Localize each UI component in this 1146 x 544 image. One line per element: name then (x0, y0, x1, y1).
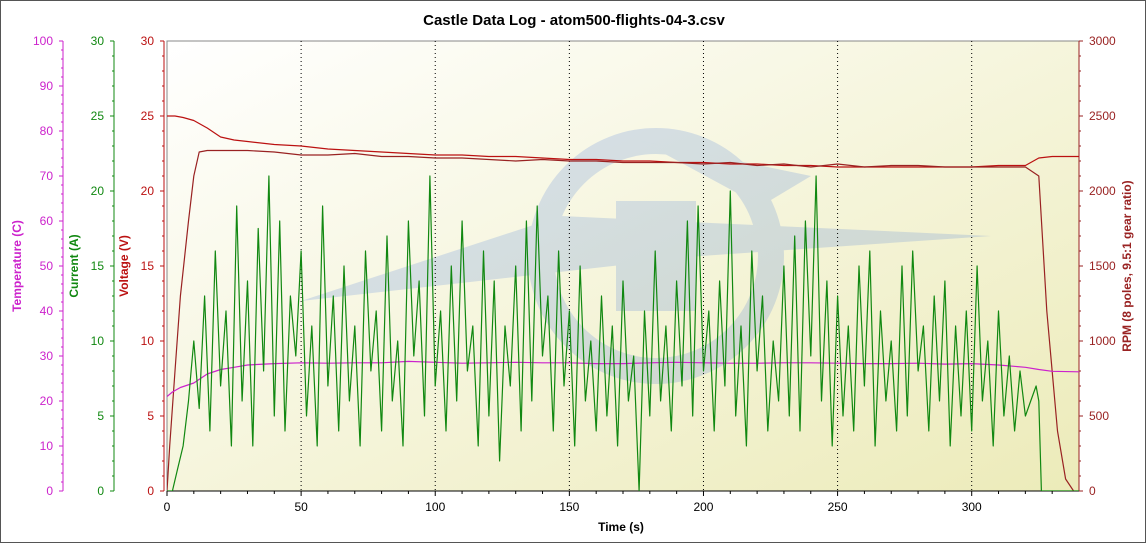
temperature-axis: 0 10 20 30 40 50 60 70 80 90 100 Temperature (C) (10, 34, 64, 498)
x-tick-label: 150 (559, 500, 579, 514)
rpm-tick-label: 2000 (1089, 184, 1116, 198)
voltage-axis: 0 5 10 15 20 25 30 Voltage (V) (117, 34, 165, 498)
current-tick-label: 30 (91, 34, 105, 48)
voltage-tick-label: 15 (141, 259, 155, 273)
rpm-tick-label: 2500 (1089, 109, 1116, 123)
series-layer (167, 115, 1079, 491)
x-axis-label: Time (s) (598, 520, 644, 534)
rpm-series-line (167, 149, 1075, 491)
temperature-tick-label: 40 (40, 304, 54, 318)
current-tick-label: 0 (97, 484, 104, 498)
current-tick-label: 15 (91, 259, 105, 273)
temperature-tick-label: 60 (40, 214, 54, 228)
current-tick-label: 10 (91, 334, 105, 348)
rpm-tick-label: 500 (1089, 409, 1109, 423)
temperature-tick-label: 20 (40, 394, 54, 408)
x-tick-label: 250 (828, 500, 848, 514)
temperature-tick-label: 70 (40, 169, 54, 183)
right-axis: 0 500 1000 1500 2000 2500 3000 RPM (8 poles, 9.… (1078, 34, 1134, 498)
current-series-line (167, 175, 1079, 491)
voltage-tick-label: 5 (147, 409, 154, 423)
x-tick-label: 0 (164, 500, 171, 514)
voltage-tick-label: 30 (141, 34, 155, 48)
current-tick-label: 20 (91, 184, 105, 198)
current-axis: 0 5 10 15 20 25 30 Current (A) (67, 34, 115, 498)
temperature-axis-label: Temperature (C) (10, 220, 24, 312)
voltage-tick-label: 0 (147, 484, 154, 498)
temperature-tick-label: 30 (40, 349, 54, 363)
x-tick-label: 200 (693, 500, 713, 514)
voltage-tick-label: 10 (141, 334, 155, 348)
x-tick-label: 300 (962, 500, 982, 514)
temperature-tick-label: 10 (40, 439, 54, 453)
rpm-tick-label: 3000 (1089, 34, 1116, 48)
temperature-tick-label: 100 (33, 34, 53, 48)
voltage-tick-label: 25 (141, 109, 155, 123)
rpm-axis-label: RPM (8 poles, 9.5:1 gear ratio) (1120, 180, 1134, 351)
x-tick-label: 50 (294, 500, 308, 514)
voltage-axis-label: Voltage (V) (117, 235, 131, 297)
temperature-tick-label: 0 (46, 484, 53, 498)
plot-background (166, 40, 1080, 492)
temperature-tick-label: 80 (40, 124, 54, 138)
current-tick-label: 25 (91, 109, 105, 123)
castle-watermark (301, 128, 991, 384)
voltage-tick-label: 20 (141, 184, 155, 198)
current-tick-label: 5 (97, 409, 104, 423)
rpm-tick-label: 1500 (1089, 259, 1116, 273)
temperature-tick-label: 50 (40, 259, 54, 273)
current-axis-label: Current (A) (67, 234, 81, 297)
rpm-tick-label: 0 (1089, 484, 1096, 498)
x-axis: 0 50 100 150 200 250 300 (164, 490, 1079, 514)
rpm-tick-label: 1000 (1089, 334, 1116, 348)
x-tick-label: 100 (425, 500, 445, 514)
temperature-tick-label: 90 (40, 79, 54, 93)
chart-title: Castle Data Log - atom500-flights-04-3.c… (423, 12, 725, 29)
